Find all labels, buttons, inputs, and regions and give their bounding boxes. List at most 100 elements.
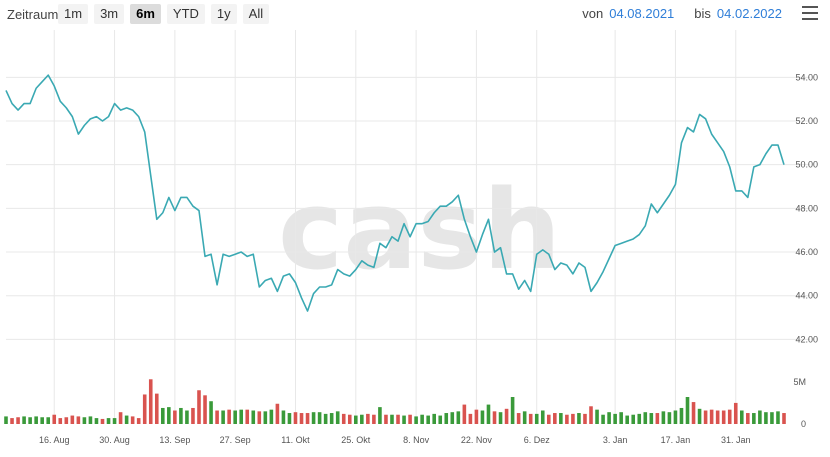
volume-bar — [667, 412, 672, 424]
volume-bar — [480, 410, 485, 424]
volume-bar — [444, 413, 449, 424]
volume-bar — [691, 402, 696, 424]
volume-bar — [516, 413, 521, 424]
volume-bar — [299, 413, 304, 424]
volume-bar — [764, 412, 768, 424]
x-tick-label: 31. Jan — [721, 435, 751, 445]
volume-bar — [438, 415, 443, 424]
volume-bar — [100, 418, 105, 424]
volume-bar — [468, 413, 473, 424]
volume-bar — [540, 410, 545, 424]
date-range: von 04.08.2021 bis 04.02.2022 — [582, 6, 782, 21]
volume-bar — [10, 418, 14, 424]
volume-bar — [534, 413, 539, 424]
from-date-input[interactable]: 04.08.2021 — [609, 6, 675, 21]
volume-bar — [595, 409, 599, 424]
x-tick-label: 13. Sep — [159, 435, 190, 445]
volume-bar — [384, 414, 388, 424]
volume-bar — [565, 414, 569, 424]
volume-bar — [649, 413, 654, 424]
volume-bar — [275, 403, 280, 424]
volume-bar — [185, 410, 189, 424]
volume-bar — [770, 412, 774, 424]
volume-bar — [709, 409, 714, 424]
volume-bar — [148, 379, 153, 424]
volume-bar — [4, 416, 8, 424]
volume-bar — [124, 415, 129, 424]
volume-bar — [16, 417, 20, 424]
range-button-1y[interactable]: 1y — [210, 4, 237, 24]
volume-bar — [329, 413, 334, 424]
volume-bar — [510, 397, 515, 424]
x-tick-label: 25. Okt — [341, 435, 371, 445]
volume-bar — [396, 414, 400, 424]
volume-bar — [498, 412, 503, 424]
volume-bar — [311, 412, 316, 424]
volume-bar — [522, 411, 527, 424]
x-tick-label: 16. Aug — [39, 435, 70, 445]
volume-bar — [372, 414, 376, 424]
volume-bar — [739, 410, 744, 424]
volume-bar — [341, 413, 346, 424]
x-tick-label: 11. Okt — [281, 435, 310, 445]
range-button-all[interactable]: All — [242, 4, 270, 24]
volume-bar — [528, 413, 533, 424]
chart-toolbar: Zeitraum 1m 3m 6m YTD 1y All von 04.08.2… — [0, 0, 830, 28]
volume-bar — [227, 409, 231, 424]
volume-bar — [323, 413, 328, 424]
price-tick-label: 50.00 — [795, 160, 818, 170]
volume-bar — [58, 418, 63, 424]
watermark-text: cash — [278, 166, 561, 294]
x-tick-label: 30. Aug — [99, 435, 130, 445]
volume-bar — [197, 390, 201, 424]
volume-bar — [215, 410, 219, 424]
volume-bar — [64, 417, 69, 424]
volume-bar — [408, 414, 412, 424]
range-button-6m[interactable]: 6m — [130, 4, 161, 24]
volume-bar — [52, 414, 57, 424]
volume-bar — [106, 418, 111, 424]
range-button-ytd[interactable]: YTD — [166, 4, 205, 24]
volume-bar — [136, 418, 141, 424]
to-label: bis — [694, 6, 711, 21]
volume-tick-label: 0 — [801, 419, 806, 429]
volume-bar — [269, 409, 274, 424]
volume-bar — [130, 416, 135, 424]
range-button-3m[interactable]: 3m — [94, 4, 125, 24]
volume-bar — [607, 412, 611, 424]
volume-bar — [474, 409, 479, 424]
hamburger-menu-icon[interactable] — [802, 6, 818, 20]
volume-bar — [257, 411, 262, 424]
volume-bar — [154, 393, 159, 424]
volume-bar — [727, 409, 732, 424]
volume-bar — [203, 395, 207, 424]
volume-bar — [715, 410, 720, 424]
volume-bar — [432, 413, 436, 424]
volume-bar — [40, 417, 44, 424]
from-label: von — [582, 6, 604, 21]
volume-bar — [546, 414, 551, 424]
volume-bar — [601, 414, 605, 424]
volume-bar — [426, 415, 430, 424]
volume-bar — [317, 412, 322, 424]
volume-bar — [245, 409, 250, 424]
volume-bar — [685, 397, 690, 424]
price-tick-label: 44.00 — [795, 291, 818, 301]
volume-bar — [378, 407, 382, 424]
volume-bar — [209, 401, 213, 424]
volume-bar — [305, 413, 310, 424]
price-tick-label: 52.00 — [795, 116, 818, 126]
to-date-input[interactable]: 04.02.2022 — [716, 6, 782, 21]
volume-bar — [673, 410, 678, 424]
x-tick-label: 6. Dez — [524, 435, 551, 445]
volume-bar — [782, 413, 786, 424]
volume-bar — [287, 413, 292, 424]
range-button-1m[interactable]: 1m — [58, 4, 89, 24]
volume-bar — [360, 414, 364, 424]
volume-bar — [577, 413, 581, 424]
volume-bar — [589, 406, 593, 424]
volume-bar — [619, 412, 623, 424]
price-tick-label: 54.00 — [795, 72, 818, 82]
volume-bar — [173, 410, 177, 424]
